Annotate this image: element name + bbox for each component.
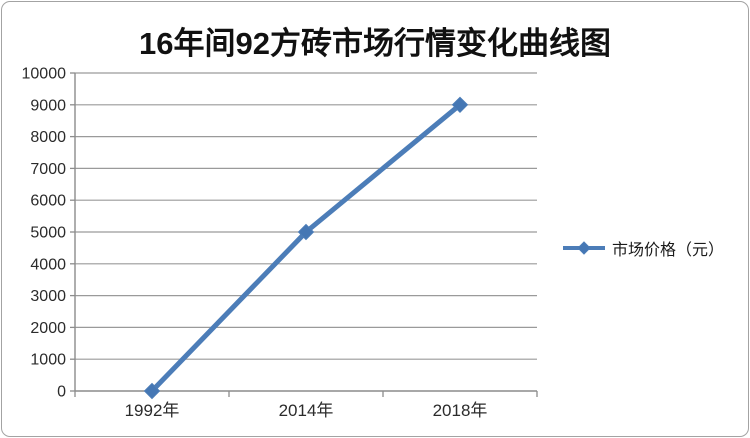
legend-diamond-icon — [577, 241, 591, 255]
y-axis-tick-label: 2000 — [30, 320, 66, 337]
y-axis-tick-label: 3000 — [30, 288, 66, 305]
data-point-marker — [451, 96, 469, 114]
y-axis-tick-label: 8000 — [30, 129, 66, 146]
y-axis-tick-label: 6000 — [30, 193, 66, 210]
y-axis-tick-label: 4000 — [30, 256, 66, 273]
series-line — [149, 102, 463, 394]
legend-series-label: 市场价格（元） — [612, 242, 725, 259]
y-axis-tick-label: 5000 — [30, 225, 66, 242]
data-point-marker — [297, 223, 315, 241]
data-point-marker — [143, 382, 161, 400]
y-axis-tick-label: 7000 — [30, 161, 66, 178]
y-axis-tick-label: 1000 — [30, 352, 66, 369]
legend: 市场价格（元） — [561, 236, 724, 260]
chart-title: 16年间92方砖市场行情变化曲线图 — [139, 26, 611, 61]
x-axis-category-label: 2018年 — [433, 401, 488, 420]
x-axis-category-label: 1992年 — [125, 401, 180, 420]
y-axis-tick-label: 0 — [57, 384, 66, 401]
y-axis-tick-label: 10000 — [22, 66, 67, 83]
y-axis-tick-label: 9000 — [30, 97, 66, 114]
x-axis-category-label: 2014年 — [279, 401, 334, 420]
legend-line-marker-icon — [563, 241, 605, 255]
